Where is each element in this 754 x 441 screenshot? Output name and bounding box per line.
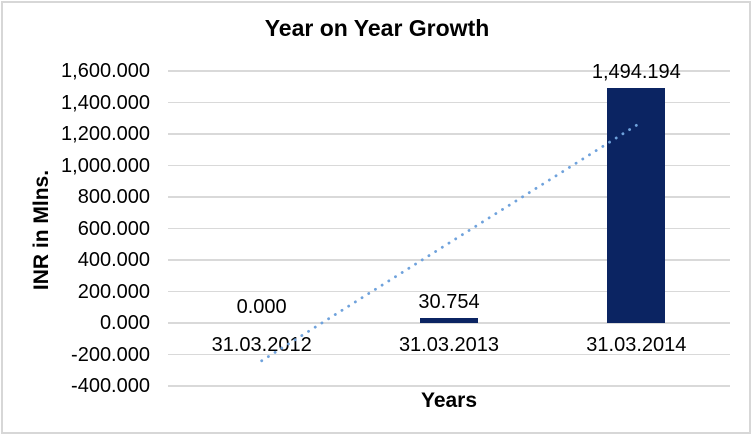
bar (420, 318, 478, 323)
bar-value-label: 0.000 (236, 296, 287, 318)
y-tick-label: 400.000 (77, 249, 150, 271)
bar (607, 87, 666, 323)
x-tick-label: 31.03.2012 (211, 334, 312, 356)
bar-value-label: 1,494.194 (591, 60, 681, 83)
y-tick-label: 1,400.000 (61, 91, 150, 114)
gridline (168, 101, 730, 104)
y-tick-label: 1,000.000 (61, 154, 150, 177)
bar-value-label: 30.754 (418, 291, 480, 314)
x-tick-label: 31.03.2013 (398, 334, 500, 356)
y-tick-label: 600.000 (77, 217, 150, 240)
gridline (168, 385, 730, 387)
y-tick-label: 800.000 (77, 186, 150, 208)
chart-title: Year on Year Growth (264, 15, 490, 41)
y-tick-label: -400.000 (71, 375, 150, 397)
y-tick-label: 1,200.000 (61, 123, 150, 145)
y-tick-label: 200.000 (77, 280, 150, 303)
x-axis-title: Years (420, 389, 478, 412)
x-tick-label: 31.03.2014 (586, 334, 687, 356)
y-tick-label: 1,600.000 (61, 60, 150, 82)
gridline (168, 70, 730, 72)
y-tick-label: 0.000 (99, 312, 150, 334)
y-tick-label: -200.000 (71, 343, 150, 366)
